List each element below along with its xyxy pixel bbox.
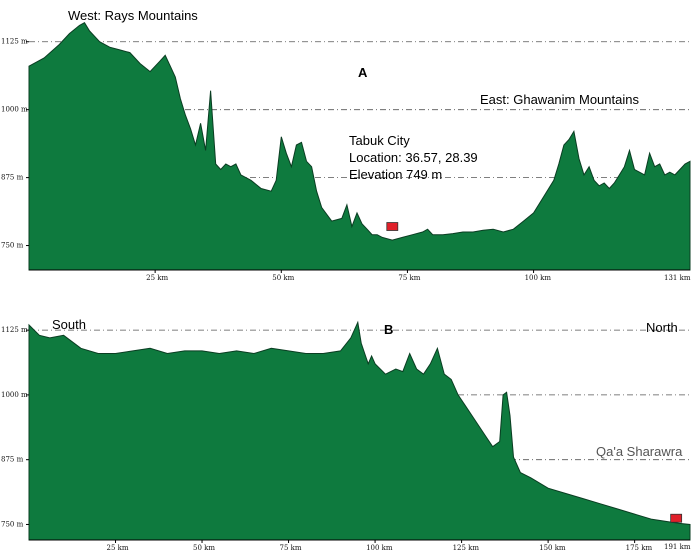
panel-b-x-tick-label: 150 km (539, 544, 566, 552)
panel-b-y-tick-label: 875 m (1, 456, 24, 464)
panel-b-x-tick-label: 175 km (626, 544, 653, 552)
city-location-label: Location: 36.57, 28.39 (349, 150, 478, 165)
panel-b-south-label: South (52, 317, 86, 332)
panel-a-x-ticks: 25 km 50 km 75 km 100 km (146, 270, 551, 282)
panel-b-y-tick-label: 1000 m (1, 391, 28, 399)
panel-b-label: B (384, 322, 393, 337)
panel-a-y-tick-label: 750 m (1, 242, 24, 250)
place-label: Qa'a Sharawra (596, 444, 683, 459)
panel-a-x-end-label: 131 km (664, 274, 691, 282)
panel-a-west-label: West: Rays Mountains (68, 8, 198, 23)
panel-b-x-tick-label: 75 km (280, 544, 302, 552)
panel-a: 750 m 875 m 1000 m 1125 m 25 km 50 km 75 km 10… (1, 8, 691, 282)
city-name-label: Tabuk City (349, 133, 410, 148)
panel-b-north-label: North (646, 320, 678, 335)
panel-b-x-tick-label: 100 km (366, 544, 393, 552)
panel-b-location-marker (670, 513, 683, 523)
panel-a-y-tick-label: 1000 m (1, 106, 28, 114)
panel-b-y-tick-label: 750 m (1, 520, 24, 528)
panel-a-x-tick-label: 75 km (398, 274, 420, 282)
panel-a-x-tick-label: 100 km (525, 274, 552, 282)
panel-b-x-tick-label: 50 km (193, 544, 215, 552)
panel-b-x-tick-label: 125 km (453, 544, 480, 552)
panel-a-y-tick-label: 1125 m (1, 38, 28, 46)
panel-b-y-ticks: 750 m 875 m 1000 m 1125 m (1, 326, 29, 528)
panel-a-location-marker (386, 222, 399, 231)
panel-b-x-end-label: 191 km (664, 543, 691, 551)
panel-a-x-tick-label: 25 km (146, 274, 168, 282)
panel-a-y-ticks: 750 m 875 m 1000 m 1125 m (1, 38, 29, 250)
panel-b-x-ticks: 25 km 50 km 75 km 100 km 125 km 150 km 175 km (107, 540, 653, 552)
panel-a-x-tick-label: 50 km (272, 274, 294, 282)
panel-a-label: A (358, 65, 368, 80)
panel-a-east-label: East: Ghawanim Mountains (480, 92, 639, 107)
city-elevation-label: Elevation 749 m (349, 167, 442, 182)
panel-a-elevation-area (28, 22, 691, 271)
panel-b-x-tick-label: 25 km (107, 544, 129, 552)
panel-b: 750 m 875 m 1000 m 1125 m 25 km 50 km 75 km 10… (1, 317, 691, 552)
panel-b-y-tick-label: 1125 m (1, 326, 28, 334)
panel-b-elevation-area (28, 320, 691, 541)
panel-a-y-tick-label: 875 m (1, 174, 24, 182)
